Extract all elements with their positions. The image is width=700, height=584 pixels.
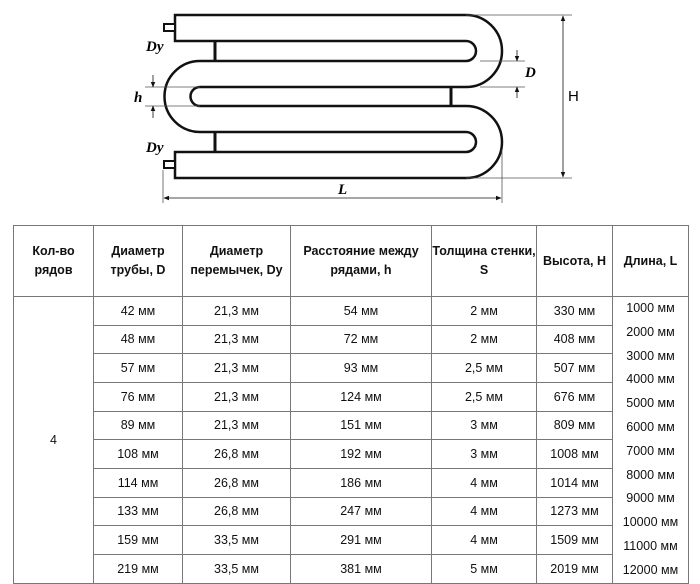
table-cell: 54 мм [290, 296, 432, 326]
table-cell: 42 мм [93, 296, 183, 326]
table-cell: 114 мм [93, 467, 183, 498]
nozzle-top [163, 23, 176, 32]
table-cell: 507 мм [536, 353, 613, 383]
table-header-row: Кол-во рядов Диаметр трубы, D Диаметр пе… [13, 225, 689, 297]
h-label: h [134, 90, 142, 106]
table-cell: 4 мм [431, 525, 537, 555]
length-option: 3000 мм [626, 348, 675, 363]
table-cell: 124 мм [290, 381, 432, 412]
table-cell: 48 мм [93, 324, 183, 355]
table-cell: 676 мм [536, 381, 613, 412]
table-cell: 21,3 мм [182, 410, 291, 441]
table-cell: 89 мм [93, 410, 183, 441]
length-option: 2000 мм [626, 324, 675, 339]
specs-table: Кол-во рядов Диаметр трубы, D Диаметр пе… [13, 225, 689, 584]
table-cell: 93 мм [290, 353, 432, 383]
length-label: L [337, 182, 347, 198]
height-label: H [568, 88, 579, 105]
table-cell: 2,5 мм [431, 353, 537, 383]
table-cell: 330 мм [536, 296, 613, 326]
table-row: 48 мм 21,3 мм 72 мм 2 мм 408 мм [14, 324, 689, 355]
header-row-spacing: Расстояние между рядами, h [290, 225, 432, 297]
table-cell: 192 мм [290, 439, 432, 469]
length-option: 10000 мм [622, 515, 679, 530]
table-cell: 151 мм [290, 410, 432, 441]
table-cell: 809 мм [536, 410, 613, 441]
table-cell: 2,5 мм [431, 381, 537, 412]
register-diagram: Dy Dy h D H L [134, 13, 579, 203]
table-cell: 76 мм [93, 381, 183, 412]
table-row: 57 мм 21,3 мм 93 мм 2,5 мм 507 мм [14, 353, 689, 383]
table-cell: 2 мм [431, 324, 537, 355]
table-cell: 4 мм [431, 467, 537, 498]
nozzle-bottom [163, 160, 176, 169]
header-pipe-diameter: Диаметр трубы, D [93, 225, 183, 297]
table-cell: 1008 мм [536, 439, 613, 469]
length-option: 7000 мм [626, 443, 675, 458]
table-cell: 1509 мм [536, 525, 613, 555]
table-row: 89 мм 21,3 мм 151 мм 3 мм 809 мм [14, 410, 689, 441]
length-option: 12000 мм [622, 562, 679, 577]
table-row: 133 мм 26,8 мм 247 мм 4 мм 1273 мм [14, 496, 689, 527]
header-jumper-diameter: Диаметр перемычек, Dy [182, 225, 291, 297]
dy-bottom-label: Dy [145, 140, 164, 156]
serpentine-tube [163, 13, 504, 180]
dy-top-label: Dy [145, 39, 164, 55]
table-cell: 21,3 мм [182, 324, 291, 355]
table-cell: 186 мм [290, 467, 432, 498]
table-cell: 291 мм [290, 525, 432, 555]
table-cell: 247 мм [290, 496, 432, 527]
length-option: 11000 мм [623, 538, 678, 553]
table-row: 108 мм 26,8 мм 192 мм 3 мм 1008 мм [14, 439, 689, 469]
table-cell: 21,3 мм [182, 353, 291, 383]
table-cell: 72 мм [290, 324, 432, 355]
table-cell: 26,8 мм [182, 467, 291, 498]
table-row: 159 мм 33,5 мм 291 мм 4 мм 1509 мм [14, 525, 689, 555]
table-cell: 4 мм [431, 496, 537, 527]
table-cell: 2 мм [431, 296, 537, 326]
d-label: D [524, 65, 536, 81]
length-option: 4000 мм [626, 372, 675, 387]
length-option: 6000 мм [626, 419, 675, 434]
table-row: 76 мм 21,3 мм 124 мм 2,5 мм 676 мм [14, 381, 689, 412]
header-rows-count: Кол-во рядов [13, 225, 94, 297]
table-cell: 1014 мм [536, 467, 613, 498]
length-options-cell: 1000 мм 2000 мм 3000 мм 4000 мм 5000 мм 6000 … [612, 296, 689, 584]
table-cell: 408 мм [536, 324, 613, 355]
table-cell: 3 мм [431, 439, 537, 469]
table-cell: 159 мм [93, 525, 183, 555]
jumpers [213, 41, 453, 152]
table-cell: 26,8 мм [182, 439, 291, 469]
header-wall-thickness: Толщина стенки, S [431, 225, 537, 297]
rows-count-cell: 4 [13, 296, 94, 584]
table-cell: 21,3 мм [182, 381, 291, 412]
table-cell: 57 мм [93, 353, 183, 383]
length-option: 5000 мм [626, 396, 675, 411]
table-cell: 1273 мм [536, 496, 613, 527]
table-cell: 3 мм [431, 410, 537, 441]
table-row: 4 42 мм 21,3 мм 54 мм 2 мм 330 мм 1000 мм 2000 … [13, 296, 689, 584]
table-cell: 108 мм [93, 439, 183, 469]
length-option: 1000 мм [626, 301, 675, 315]
header-length: Длина, L [612, 225, 689, 297]
table-cell: 26,8 мм [182, 496, 291, 527]
header-height: Высота, H [536, 225, 613, 297]
length-option: 8000 мм [626, 467, 675, 482]
length-option: 9000 мм [626, 491, 675, 506]
table-cell: 133 мм [93, 496, 183, 527]
table-cell: 21,3 мм [182, 296, 291, 326]
table-cell: 33,5 мм [182, 525, 291, 555]
table-row: 114 мм 26,8 мм 186 мм 4 мм 1014 мм [14, 467, 689, 498]
